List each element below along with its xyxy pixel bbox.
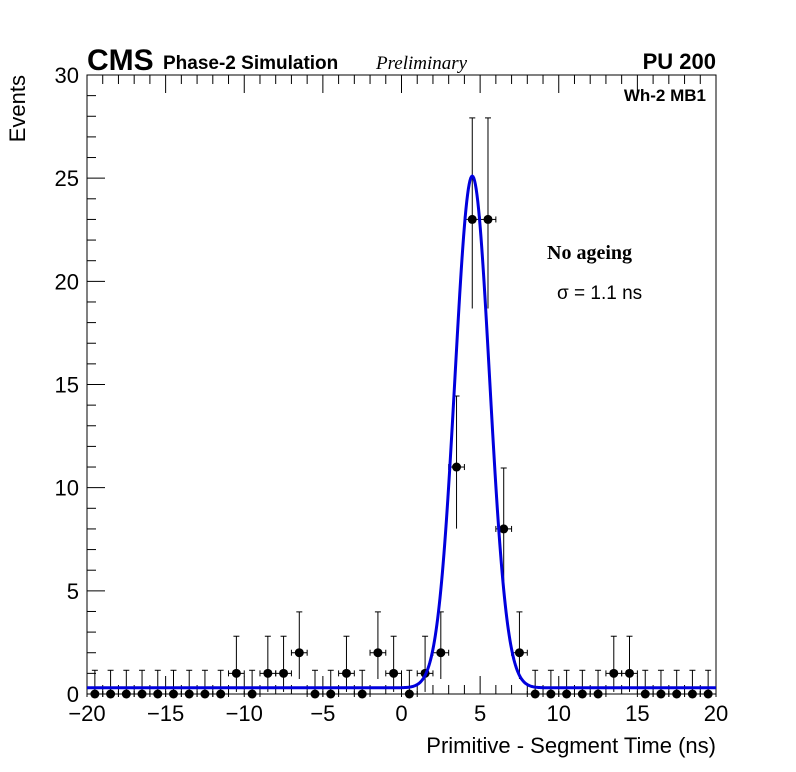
- data-marker: [640, 689, 650, 699]
- data-point: [275, 635, 292, 692]
- data-point: [401, 669, 418, 699]
- y-tick-labels: 0 5 10 15 20 25 30: [55, 63, 79, 707]
- x-tick-label: −5: [310, 701, 335, 726]
- data-marker: [389, 668, 399, 678]
- data-point: [86, 669, 104, 699]
- data-marker: [593, 689, 603, 699]
- data-point: [353, 669, 371, 699]
- data-marker: [106, 689, 116, 699]
- data-point: [699, 669, 717, 699]
- data-point: [495, 467, 513, 582]
- y-tick-label: 25: [55, 166, 79, 191]
- data-marker: [373, 648, 383, 658]
- data-marker: [153, 689, 163, 699]
- data-marker: [294, 648, 304, 658]
- data-marker: [404, 689, 414, 699]
- data-point: [589, 669, 607, 699]
- y-tick-label: 20: [55, 269, 79, 294]
- data-marker: [247, 689, 257, 699]
- y-axis-title: Events: [5, 75, 30, 142]
- y-tick-label: 30: [55, 63, 79, 88]
- data-point: [133, 669, 151, 699]
- data-marker: [310, 689, 320, 699]
- cms-label: CMS: [87, 44, 154, 77]
- y-tick-label: 0: [67, 682, 79, 707]
- data-point: [463, 117, 481, 309]
- data-point: [573, 669, 591, 699]
- data-point: [636, 669, 654, 699]
- data-point: [511, 611, 528, 679]
- data-marker: [609, 668, 619, 678]
- data-marker: [672, 689, 682, 699]
- x-tick-label: 10: [547, 701, 571, 726]
- data-point: [228, 635, 245, 692]
- x-tick-labels: −20 −15 −10 −5 0 5 10 15 20: [68, 701, 728, 726]
- data-marker: [577, 689, 587, 699]
- data-marker: [625, 668, 635, 678]
- gaussian-fit-curve: [87, 174, 716, 690]
- data-point: [212, 669, 230, 699]
- data-point: [290, 611, 308, 679]
- data-point: [369, 611, 387, 679]
- simulation-label: Phase-2 Simulation: [163, 53, 338, 74]
- data-marker: [467, 214, 477, 224]
- data-marker: [231, 668, 241, 678]
- data-marker: [121, 689, 131, 699]
- data-point: [684, 669, 701, 699]
- data-marker: [499, 524, 509, 534]
- x-tick-label: −10: [226, 701, 263, 726]
- data-marker: [687, 689, 697, 699]
- data-marker: [341, 668, 351, 678]
- data-marker: [137, 689, 147, 699]
- station-label: Wh-2 MB1: [624, 86, 706, 105]
- preliminary-label: Preliminary: [375, 53, 468, 74]
- condition-label: No ageing: [547, 242, 632, 264]
- data-point: [243, 669, 261, 699]
- data-point: [479, 117, 497, 309]
- data-marker: [184, 689, 194, 699]
- data-marker: [436, 648, 446, 658]
- data-marker: [326, 689, 336, 699]
- y-tick-label: 10: [55, 476, 79, 501]
- data-point: [621, 635, 638, 692]
- y-tick-label: 5: [67, 579, 79, 604]
- data-marker: [656, 689, 666, 699]
- pileup-label: PU 200: [643, 49, 716, 74]
- data-point: [385, 635, 402, 692]
- data-marker: [216, 689, 226, 699]
- data-marker: [263, 668, 273, 678]
- x-tick-label: 20: [704, 701, 728, 726]
- data-marker: [530, 689, 540, 699]
- data-marker: [168, 689, 178, 699]
- sigma-label: σ = 1.1 ns: [557, 283, 642, 304]
- data-marker: [357, 689, 367, 699]
- data-marker: [546, 689, 556, 699]
- data-marker: [200, 689, 210, 699]
- x-tick-label: −15: [147, 701, 184, 726]
- data-point: [338, 635, 355, 692]
- y-tick-label: 15: [55, 373, 79, 398]
- x-tick-label: 0: [395, 701, 407, 726]
- data-marker: [90, 689, 100, 699]
- data-marker: [452, 462, 462, 472]
- data-point: [322, 669, 340, 699]
- data-point: [259, 635, 277, 692]
- data-marker: [279, 668, 289, 678]
- data-marker: [703, 689, 713, 699]
- data-point: [652, 669, 670, 699]
- x-tick-label: −20: [68, 701, 105, 726]
- data-marker: [483, 214, 493, 224]
- x-tick-label: 15: [625, 701, 649, 726]
- x-tick-label: 5: [474, 701, 486, 726]
- data-point: [542, 669, 560, 699]
- data-points: [86, 117, 717, 699]
- data-marker: [514, 648, 524, 658]
- x-axis-title: Primitive - Segment Time (ns): [426, 733, 716, 758]
- data-marker: [562, 689, 572, 699]
